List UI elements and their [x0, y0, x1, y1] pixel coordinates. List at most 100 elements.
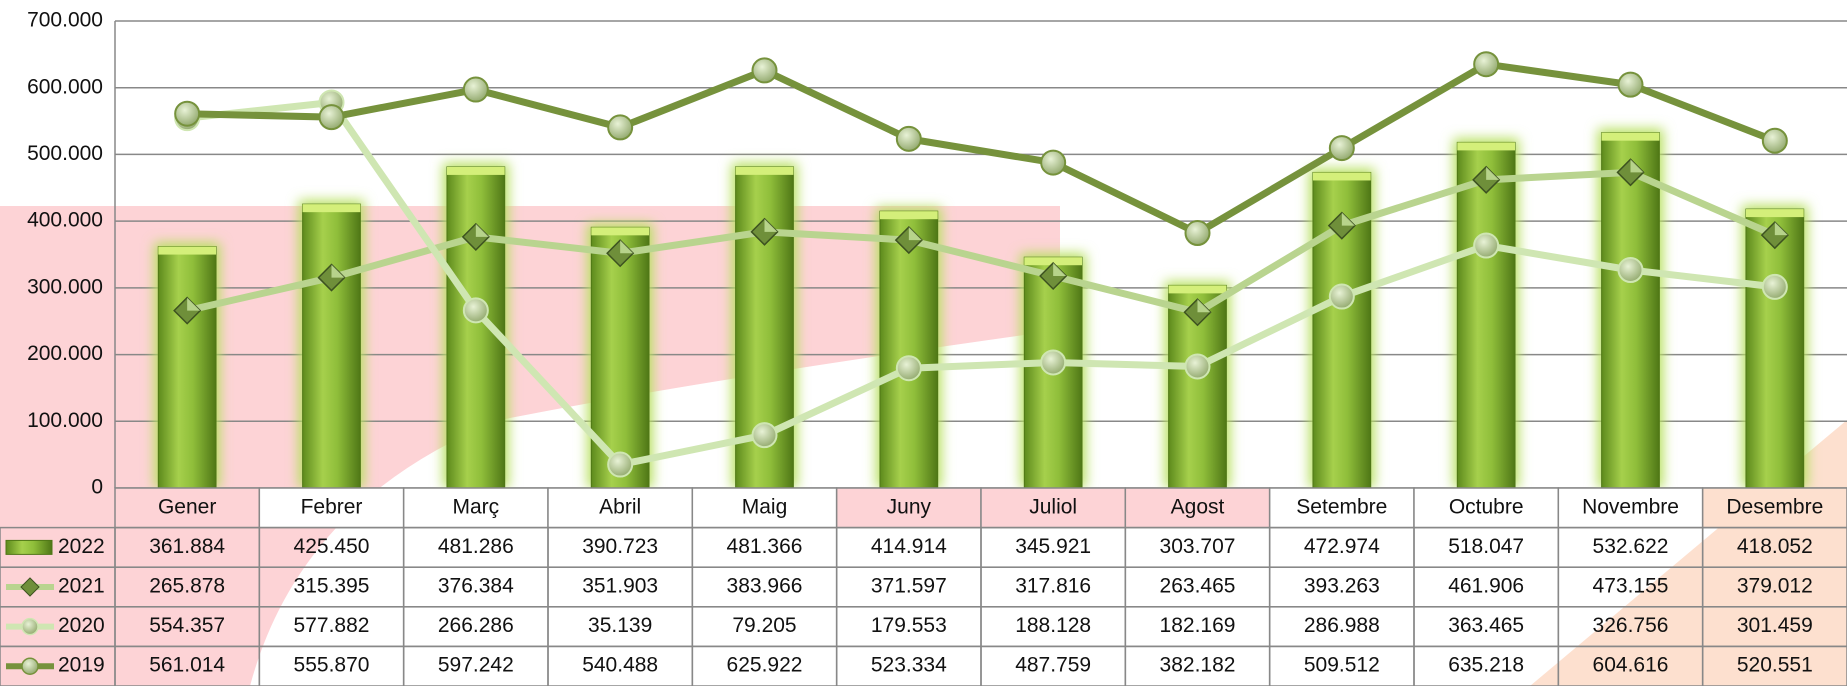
bar-cap	[591, 227, 650, 236]
marker-shine	[620, 240, 634, 254]
x-tick-label: Maig	[742, 495, 788, 518]
x-tick-label: Març	[452, 495, 499, 518]
y-tick-label: 600.000	[27, 75, 103, 98]
legend-symbol	[21, 657, 39, 675]
table-value: 315.395	[294, 575, 370, 598]
table-value: 604.616	[1593, 654, 1669, 677]
marker	[1184, 353, 1211, 380]
table-value: 481.286	[438, 535, 514, 558]
table-header-cell	[114, 487, 261, 529]
y-tick-label: 100.000	[27, 409, 103, 432]
series-line	[174, 89, 1788, 478]
marker	[1473, 232, 1500, 259]
table-value: 635.218	[1448, 654, 1524, 677]
x-tick-label: Agost	[1171, 495, 1225, 518]
table-value: 472.974	[1304, 535, 1380, 558]
table-value: 371.597	[871, 575, 947, 598]
marker	[462, 297, 489, 324]
bar	[1601, 132, 1660, 489]
table-value: 418.052	[1737, 535, 1813, 558]
legend-symbol	[21, 617, 39, 636]
table-value: 555.870	[294, 654, 370, 677]
table-value: 414.914	[871, 535, 947, 558]
bar-cap	[158, 246, 217, 255]
bar-cap	[302, 204, 361, 213]
marker-shine	[1197, 299, 1211, 313]
table-header-cell	[1701, 487, 1847, 529]
marker	[895, 125, 922, 152]
y-tick-label: 700.000	[27, 9, 103, 32]
bar	[1745, 208, 1805, 489]
table-header-cell	[402, 487, 549, 529]
bar-cap	[1457, 142, 1516, 151]
marker-shine	[1341, 212, 1355, 226]
marker	[1761, 127, 1788, 154]
x-tick-label: Febrer	[301, 495, 363, 518]
table-value: 561.014	[149, 654, 225, 677]
marker	[607, 114, 634, 141]
bar-cap	[879, 211, 938, 220]
table-value: 286.988	[1304, 614, 1380, 637]
table-header-cell	[1557, 487, 1704, 529]
x-tick-label: Desembre	[1726, 495, 1823, 518]
marker	[751, 57, 778, 84]
table-value: 317.816	[1015, 575, 1091, 598]
marker	[318, 104, 345, 131]
marker	[462, 76, 489, 103]
legend-symbol	[20, 577, 40, 597]
table-value: 379.012	[1737, 575, 1813, 598]
table-value: 179.553	[871, 614, 947, 637]
table-value: 520.551	[1737, 654, 1813, 677]
table-value: 363.465	[1448, 614, 1524, 637]
marker	[607, 451, 634, 478]
x-tick-label: Octubre	[1449, 495, 1524, 518]
table-value: 182.169	[1160, 614, 1236, 637]
marker	[1328, 135, 1355, 162]
table-value: 390.723	[582, 535, 658, 558]
marker-shine	[187, 297, 201, 311]
table-value: 487.759	[1015, 654, 1091, 677]
table-value: 266.286	[438, 614, 514, 637]
line	[186, 98, 1776, 469]
legend-label: 2022	[58, 535, 105, 558]
line	[186, 168, 1777, 316]
table-value: 376.384	[438, 575, 514, 598]
bar	[879, 210, 939, 489]
marker-shine	[1053, 262, 1067, 276]
table-value: 265.878	[149, 575, 225, 598]
series-line	[173, 158, 1789, 327]
table-value: 597.242	[438, 654, 514, 677]
legend-label: 2019	[58, 654, 105, 677]
marker	[895, 355, 922, 382]
bar-cap	[735, 166, 794, 175]
table-value: 518.047	[1448, 535, 1524, 558]
table-value: 425.450	[294, 535, 370, 558]
marker	[1473, 51, 1500, 78]
x-tick-label: Setembre	[1296, 495, 1387, 518]
bar	[302, 203, 361, 489]
table-value: 188.128	[1015, 614, 1091, 637]
table-value: 625.922	[727, 654, 803, 677]
marker	[1040, 349, 1067, 376]
marker	[1328, 283, 1355, 310]
marker-shine	[1486, 166, 1500, 180]
marker-shine	[1630, 159, 1644, 173]
table-value: 301.459	[1737, 614, 1813, 637]
bar-cap	[1601, 132, 1660, 141]
legend-label: 2021	[58, 575, 105, 598]
table-value: 461.906	[1448, 575, 1524, 598]
table-value: 79.205	[732, 614, 796, 637]
bar-cap	[1745, 209, 1804, 218]
series-line	[174, 51, 1788, 247]
table-value: 303.707	[1160, 535, 1236, 558]
table-value: 473.155	[1593, 575, 1669, 598]
marker	[1761, 273, 1788, 300]
marker-shine	[331, 264, 345, 278]
marker	[1472, 165, 1501, 194]
table-value: 509.512	[1304, 654, 1380, 677]
x-tick-label: Gener	[158, 495, 216, 518]
table-value: 523.334	[871, 654, 947, 677]
y-tick-label: 400.000	[27, 209, 103, 232]
table-value: 35.139	[588, 614, 652, 637]
